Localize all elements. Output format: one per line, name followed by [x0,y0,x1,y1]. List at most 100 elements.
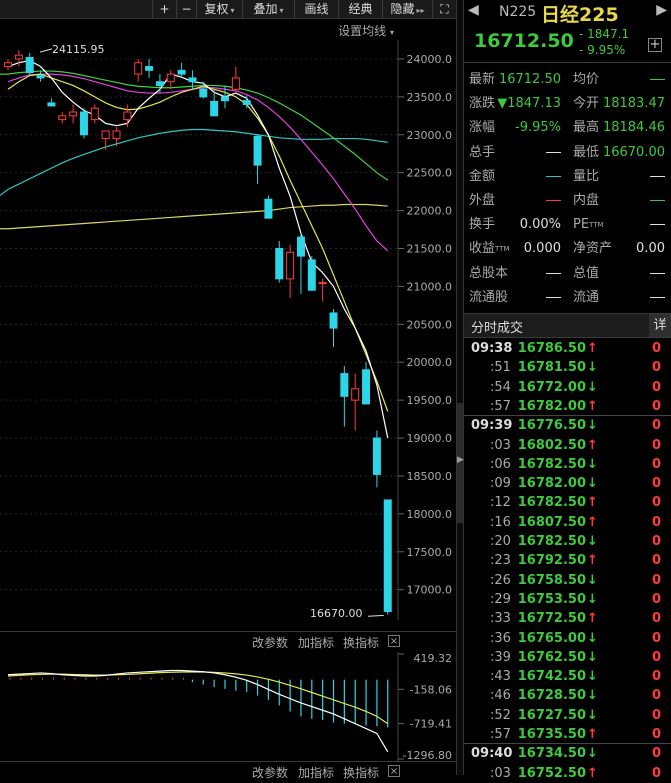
quote-value: 16670.00 [603,141,665,165]
trade-time: :39 [490,649,511,665]
collapse-handle[interactable] [457,403,463,523]
quote-label: 收益TTM [469,237,509,261]
kline-chart-area[interactable]: + − 复权 ▾ 叠加 ▾ 画线 经典 隐藏 ▸▸ ⛶ 设置均线 ▾ 24000.0 2… [0,0,456,780]
swap-indicator-button[interactable]: 换指标 [343,636,380,650]
draw-line-button[interactable]: 画线 [294,0,338,18]
candle-body [264,198,273,219]
trade-row[interactable]: :46 16728.50 ↓ 0 [464,686,671,705]
high-price-label: 24115.95 [52,43,105,56]
quote-value [546,262,561,286]
trade-time: :51 [490,360,511,376]
candle-body [307,259,316,291]
low-price-label: 16670.00 [310,607,363,620]
macd-plot[interactable]: 419.32 -158.06 -719.41 -1296.80 [0,652,456,761]
trade-volume: 0 [651,437,661,453]
macd-dif-line [7,669,389,753]
chevron-left-icon[interactable]: ◀ [468,2,479,18]
trade-row[interactable]: :09 16782.00 ↓ 0 [464,474,671,493]
minute-separator [464,415,671,417]
trade-volume: 0 [651,360,661,376]
classic-button[interactable]: 经典 [338,0,382,18]
trade-row[interactable]: 09:40 16734.50 ↓ 0 [464,744,671,763]
swap-indicator-button[interactable]: 换指标 [343,766,380,780]
quote-label: 总手 [469,141,495,165]
overlay-dropdown[interactable]: 叠加 ▾ [242,0,294,18]
close-icon[interactable]: × [388,765,400,777]
arrow-down-icon: ↓ [587,476,598,492]
minute-separator [464,743,671,745]
trade-row[interactable]: :57 16782.00 ↑ 0 [464,397,671,416]
arrow-down-icon: ↓ [587,534,598,549]
trade-row[interactable]: :39 16762.50 ↓ 0 [464,648,671,667]
edit-params-button[interactable]: 改参数 [252,636,289,650]
trade-row[interactable]: :36 16765.00 ↓ 0 [464,629,671,648]
quote-label-text: 换手 [469,217,496,233]
quote-value [650,286,665,310]
fuquan-label: 复权 [204,2,229,16]
trade-time: :52 [490,707,511,723]
trade-row[interactable]: :43 16742.50 ↓ 0 [464,667,671,686]
add-indicator-button[interactable]: 加指标 [298,766,335,780]
close-icon[interactable]: × [388,635,400,647]
trade-time: :36 [490,630,511,646]
trade-row[interactable]: :52 16727.50 ↓ 0 [464,706,671,725]
trade-row[interactable]: :57 16735.50 ↑ 0 [464,725,671,744]
set-moving-average-menu[interactable]: 设置均线 ▾ [338,22,394,39]
hide-button[interactable]: 隐藏 ▸▸ [382,0,432,18]
trade-row[interactable]: :16 16807.50 ↑ 0 [464,513,671,532]
trade-row[interactable]: 09:39 16776.50 ↓ 0 [464,416,671,435]
trade-row[interactable]: :51 16781.50 ↓ 0 [464,358,671,377]
trade-volume: 0 [651,418,661,434]
trade-volume: 0 [651,341,661,356]
trade-price: 16728.50 [517,688,586,704]
add-watchlist-button[interactable]: + [648,37,662,52]
fuquan-dropdown[interactable]: 复权 ▾ [196,0,242,18]
add-indicator-button[interactable]: 加指标 [298,636,335,650]
candle-body [286,251,295,280]
zoom-out-button[interactable]: − [176,0,196,18]
quote-value: -9.95% [515,116,561,140]
trade-row[interactable]: :26 16758.50 ↓ 0 [464,571,671,590]
trade-time: :57 [490,727,511,742]
trade-volume: 0 [651,514,661,530]
edit-params-button[interactable]: 改参数 [252,766,289,780]
trade-time: :03 [490,437,511,453]
fullscreen-icon[interactable]: ⛶ [432,0,456,18]
quote-label: 最低 [573,141,599,165]
set-ma-label: 设置均线 [338,24,387,38]
collapse-arrow-icon[interactable]: ▶ [457,455,464,465]
trade-row[interactable]: :12 16782.50 ↑ 0 [464,493,671,512]
trade-row[interactable]: :23 16792.50 ↑ 0 [464,551,671,570]
trade-row[interactable]: :03 16752.50 ↑ 0 [464,764,671,783]
trade-row[interactable]: :20 16782.50 ↓ 0 [464,532,671,551]
trade-volume: 0 [651,707,661,723]
arrow-up-icon: ↑ [587,341,598,356]
macd-tick-label: 419.32 [414,652,453,665]
trade-row[interactable]: :33 16772.50 ↑ 0 [464,609,671,628]
candle-body [362,369,371,405]
zoom-in-button[interactable]: + [152,0,176,18]
panel-divider[interactable] [456,0,464,775]
quote-label-text: 最低 [573,144,600,160]
trade-volume: 0 [651,688,661,704]
trade-row[interactable]: :29 16753.50 ↓ 0 [464,590,671,609]
chevron-right-icon[interactable]: ▶ [656,2,667,18]
trade-row[interactable]: :03 16802.50 ↑ 0 [464,436,671,455]
quote-row: 涨幅 -9.95% 最高 18184.46 [464,116,671,140]
candle-body [36,75,45,79]
arrow-up-icon: ↑ [587,727,598,742]
candle-body [47,102,56,107]
y-tick-label: 22000.0 [407,205,453,218]
candle-body [79,111,88,136]
trades-detail-button[interactable]: 详 [649,314,671,337]
candlestick-plot[interactable]: 24000.0 23500.0 23000.0 22500.0 22000.0 21500… [0,40,456,620]
trade-row[interactable]: :54 16772.00 ↓ 0 [464,378,671,397]
trade-time: :57 [490,398,511,414]
quote-value: 0.00% [520,213,561,237]
quote-label-text: 涨跌 [469,96,496,112]
candle-body [145,66,154,71]
trade-row[interactable]: 09:38 16786.50 ↑ 0 [464,339,671,358]
trade-row[interactable]: :06 16782.50 ↓ 0 [464,455,671,474]
trade-volume: 0 [651,746,661,762]
quote-label-text: 总手 [469,144,496,160]
